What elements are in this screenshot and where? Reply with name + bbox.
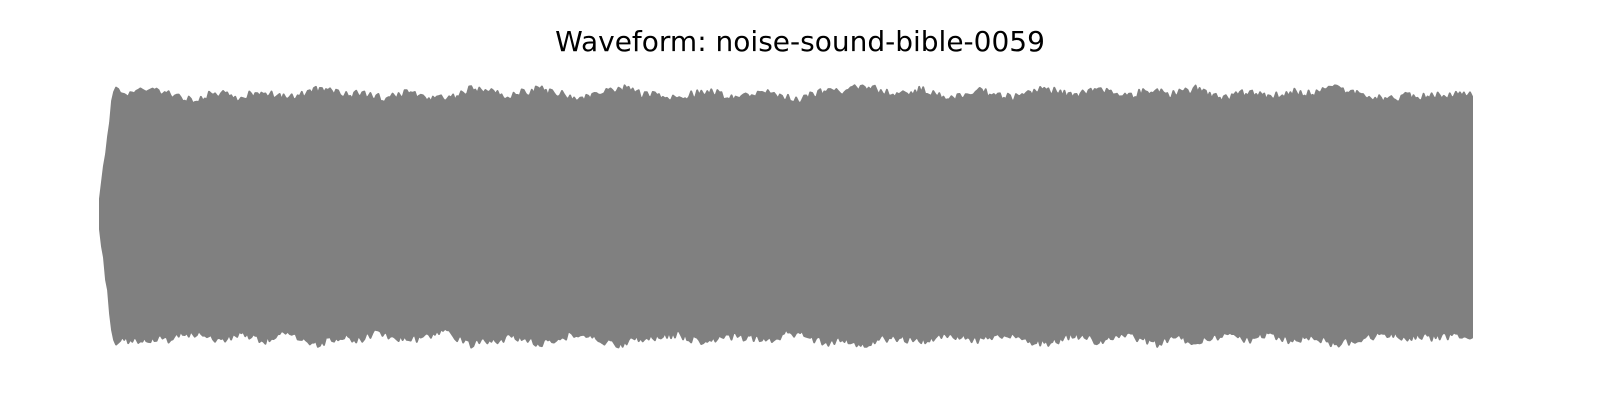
plot-area [99,84,1473,349]
chart-title: Waveform: noise-sound-bible-0059 [555,25,1045,58]
